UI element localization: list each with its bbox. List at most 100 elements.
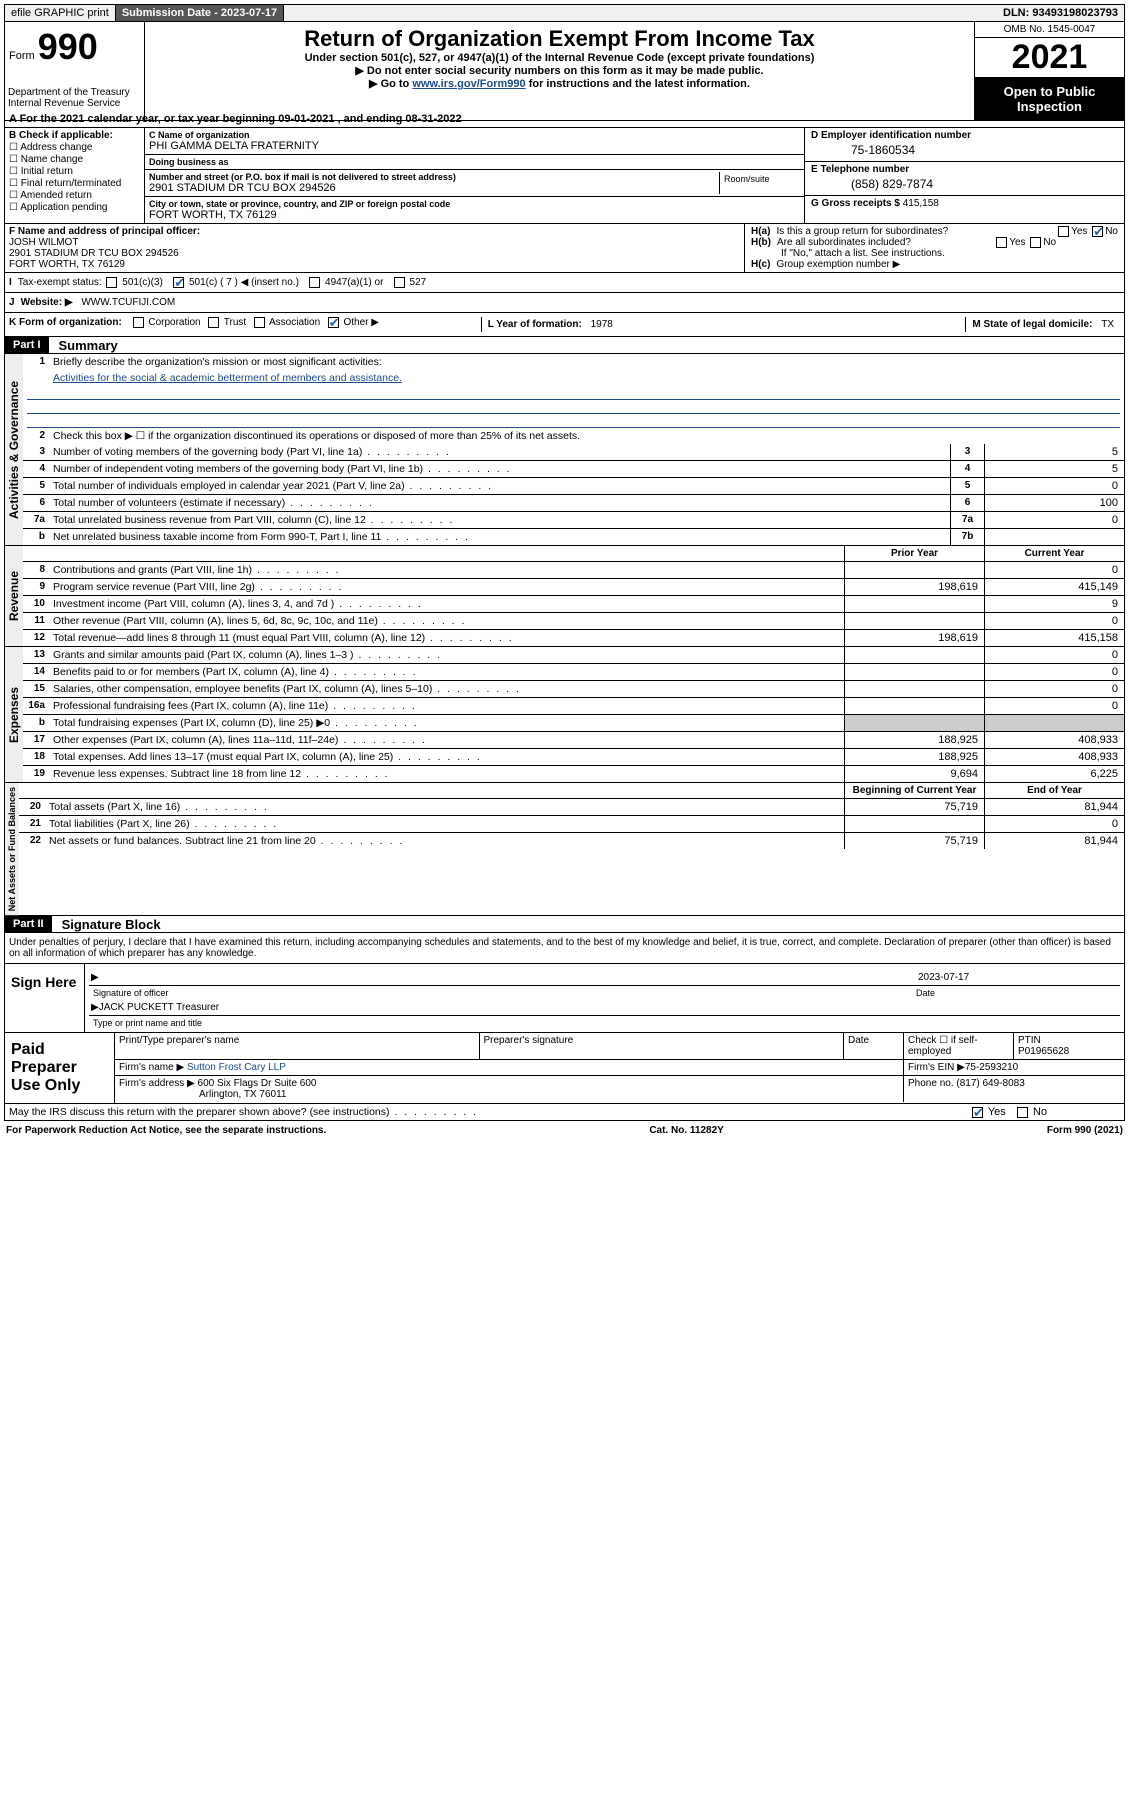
tax-year: 2021 — [975, 38, 1124, 78]
col-begin-year: Beginning of Current Year — [844, 783, 984, 798]
page-footer: For Paperwork Reduction Act Notice, see … — [4, 1121, 1125, 1140]
subtitle-1: Under section 501(c), 527, or 4947(a)(1)… — [185, 52, 934, 64]
street-address: 2901 STADIUM DR TCU BOX 294526 — [149, 182, 719, 194]
table-row: 17Other expenses (Part IX, column (A), l… — [23, 732, 1124, 749]
irs-link[interactable]: www.irs.gov/Form990 — [412, 78, 525, 90]
table-row: 8Contributions and grants (Part VIII, li… — [23, 562, 1124, 579]
title-cell: Return of Organization Exempt From Incom… — [145, 22, 974, 120]
state-domicile: M State of legal domicile: TX — [965, 317, 1120, 332]
telephone: (858) 829-7874 — [811, 175, 1118, 193]
table-row: 14Benefits paid to or for members (Part … — [23, 664, 1124, 681]
chk-name-change[interactable]: ☐ Name change — [9, 154, 140, 165]
table-row: 18Total expenses. Add lines 13–17 (must … — [23, 749, 1124, 766]
ha-yes-no[interactable]: Yes No — [1056, 226, 1118, 237]
tab-expenses: Expenses — [5, 647, 23, 782]
gross-receipts: 415,158 — [903, 198, 939, 209]
row-k-l-m: K Form of organization: Corporation Trus… — [4, 313, 1125, 337]
table-row: 13Grants and similar amounts paid (Part … — [23, 647, 1124, 664]
table-row: 3Number of voting members of the governi… — [23, 444, 1124, 461]
chk-corporation[interactable] — [133, 317, 144, 328]
table-row: bNet unrelated business taxable income f… — [23, 529, 1124, 545]
officer-name-title: JACK PUCKETT Treasurer — [99, 1002, 219, 1013]
tax-exempt-row: ITax-exempt status: 501(c)(3) 501(c) ( 7… — [4, 273, 1125, 293]
form-ref: Form 990 (2021) — [1047, 1125, 1123, 1136]
part-i-header: Part I Summary — [4, 337, 1125, 354]
chk-other[interactable] — [328, 317, 339, 328]
top-bar: efile GRAPHIC print Submission Date - 20… — [4, 4, 1125, 22]
chk-527[interactable] — [394, 277, 405, 288]
subtitle-2: ▶ Do not enter social security numbers o… — [185, 64, 934, 77]
chk-501c[interactable] — [173, 277, 184, 288]
firm-phone: (817) 649-8083 — [956, 1078, 1024, 1089]
sign-here-block: Sign Here ▶ 2023-07-17 Signature of offi… — [4, 964, 1125, 1033]
table-row: 22Net assets or fund balances. Subtract … — [19, 833, 1124, 849]
website-row: JWebsite: ▶ WWW.TCUFIJI.COM — [4, 293, 1125, 313]
tab-governance: Activities & Governance — [5, 354, 23, 545]
room-suite: Room/suite — [720, 172, 800, 194]
tab-net-assets: Net Assets or Fund Balances — [5, 783, 19, 915]
form-title: Return of Organization Exempt From Incom… — [185, 26, 934, 52]
chk-initial-return[interactable]: ☐ Initial return — [9, 166, 140, 177]
table-row: bTotal fundraising expenses (Part IX, co… — [23, 715, 1124, 732]
principal-officer: F Name and address of principal officer:… — [5, 224, 744, 272]
website: WWW.TCUFIJI.COM — [81, 297, 175, 308]
chk-amended-return[interactable]: ☐ Amended return — [9, 190, 140, 201]
tab-revenue: Revenue — [5, 546, 23, 646]
table-row: 15Salaries, other compensation, employee… — [23, 681, 1124, 698]
table-row: 12Total revenue—add lines 8 through 11 (… — [23, 630, 1124, 646]
form-number: 990 — [38, 26, 98, 67]
firm-ein: 75-2593210 — [965, 1062, 1018, 1073]
dln: DLN: 93493198023793 — [997, 5, 1124, 21]
officer-name: JOSH WILMOT — [9, 237, 740, 248]
table-row: 20Total assets (Part X, line 16)75,71981… — [19, 799, 1124, 816]
submission-date-button[interactable]: Submission Date - 2023-07-17 — [116, 5, 284, 21]
table-row: 16aProfessional fundraising fees (Part I… — [23, 698, 1124, 715]
may-irs-yes-no[interactable]: Yes No — [964, 1104, 1124, 1120]
chk-address-change[interactable]: ☐ Address change — [9, 142, 140, 153]
col-current-year: Current Year — [984, 546, 1124, 561]
table-row: 9Program service revenue (Part VIII, lin… — [23, 579, 1124, 596]
chk-application-pending[interactable]: ☐ Application pending — [9, 202, 140, 213]
table-row: 19Revenue less expenses. Subtract line 1… — [23, 766, 1124, 782]
chk-final-return[interactable]: ☐ Final return/terminated — [9, 178, 140, 189]
section-expenses: Expenses 13Grants and similar amounts pa… — [4, 647, 1125, 783]
entity-grid: B Check if applicable: ☐ Address change … — [4, 128, 1125, 224]
right-header-cell: OMB No. 1545-0047 2021 Open to Public In… — [974, 22, 1124, 120]
section-net-assets: Net Assets or Fund Balances Beginning of… — [4, 783, 1125, 916]
sig-date: 2023-07-17 — [918, 972, 1118, 983]
chk-trust[interactable] — [208, 317, 219, 328]
cat-no: Cat. No. 11282Y — [649, 1125, 723, 1136]
chk-association[interactable] — [254, 317, 265, 328]
col-d-ein-phone: D Employer identification number 75-1860… — [804, 128, 1124, 223]
omb-number: OMB No. 1545-0047 — [975, 22, 1124, 38]
year-formation: L Year of formation: 1978 — [481, 317, 966, 332]
hb-yes-no[interactable]: Yes No — [994, 237, 1056, 248]
pra-notice: For Paperwork Reduction Act Notice, see … — [6, 1125, 326, 1136]
firm-address: 600 Six Flags Dr Suite 600 — [198, 1078, 317, 1089]
col-b-checkboxes: B Check if applicable: ☐ Address change … — [5, 128, 145, 223]
section-revenue: Revenue Prior Year Current Year 8Contrib… — [4, 546, 1125, 647]
chk-501c3[interactable] — [106, 277, 117, 288]
row-f-h: F Name and address of principal officer:… — [4, 224, 1125, 273]
table-row: 10Investment income (Part VIII, column (… — [23, 596, 1124, 613]
city-state-zip: FORT WORTH, TX 76129 — [149, 209, 800, 221]
section-governance: Activities & Governance 1 Briefly descri… — [4, 354, 1125, 546]
paid-preparer-block: Paid Preparer Use Only Print/Type prepar… — [4, 1033, 1125, 1104]
org-name: PHI GAMMA DELTA FRATERNITY — [149, 140, 800, 152]
subtitle-3: ▶ Go to www.irs.gov/Form990 for instruct… — [185, 77, 934, 90]
efile-label: efile GRAPHIC print — [5, 5, 116, 21]
ein: 75-1860534 — [811, 141, 1118, 159]
ptin: P01965628 — [1018, 1046, 1120, 1057]
col-end-year: End of Year — [984, 783, 1124, 798]
inspection-badge: Open to Public Inspection — [975, 78, 1124, 120]
table-row: 11Other revenue (Part VIII, column (A), … — [23, 613, 1124, 630]
self-employed-check[interactable]: Check ☐ if self-employed — [904, 1033, 1014, 1059]
chk-4947[interactable] — [309, 277, 320, 288]
table-row: 4Number of independent voting members of… — [23, 461, 1124, 478]
table-row: 5Total number of individuals employed in… — [23, 478, 1124, 495]
form-header: Form 990 Return of Organization Exempt F… — [4, 22, 1125, 121]
may-irs-discuss-row: May the IRS discuss this return with the… — [4, 1104, 1125, 1121]
firm-name: Sutton Frost Cary LLP — [187, 1062, 286, 1073]
table-row: 6Total number of volunteers (estimate if… — [23, 495, 1124, 512]
mission-text: Activities for the social & academic bet… — [23, 370, 1124, 386]
